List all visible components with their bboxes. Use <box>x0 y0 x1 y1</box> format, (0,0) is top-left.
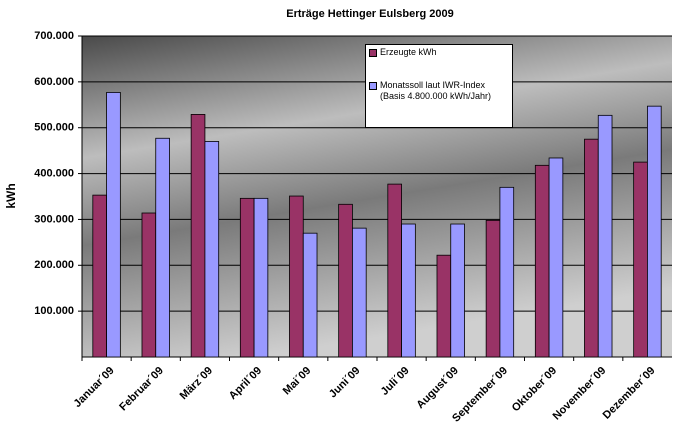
x-tick-label: Mai´09 <box>281 365 314 398</box>
bar <box>289 195 304 358</box>
y-tick-label: 200.000 <box>34 259 74 271</box>
x-tick-label: Januar´09 <box>72 365 117 410</box>
bar <box>106 92 121 358</box>
y-tick-label: 700.000 <box>34 30 74 42</box>
x-tick-label: Oktober´09 <box>510 365 560 415</box>
legend-entry: Erzeugte kWh <box>369 47 509 58</box>
bar <box>352 227 367 358</box>
y-tick-label: 300.000 <box>34 213 74 225</box>
y-tick-label: 600.000 <box>34 76 74 88</box>
legend-label: Monatssoll laut IWR-Index (Basis 4.800.0… <box>380 80 492 101</box>
bar <box>253 197 269 358</box>
x-tick-label: November´09 <box>551 365 609 423</box>
bar <box>204 141 220 358</box>
x-tick-label: März´09 <box>178 365 215 402</box>
bar <box>499 186 515 358</box>
bar <box>387 183 402 358</box>
bar <box>647 105 662 358</box>
legend-label: Erzeugte kWh <box>380 47 437 57</box>
y-tick-label: 100.000 <box>34 305 74 317</box>
legend-swatch <box>369 49 377 57</box>
y-tick-label: 500.000 <box>34 122 74 134</box>
legend: Erzeugte kWh Monatssoll laut IWR-Index (B… <box>365 44 513 128</box>
bar <box>155 137 170 358</box>
bar <box>485 219 501 358</box>
y-axis-title: kWh <box>4 183 18 208</box>
bar <box>239 197 255 358</box>
chart-title: Erträge Hettinger Eulsberg 2009 <box>286 8 454 20</box>
y-tick-label: 400.000 <box>34 167 74 179</box>
bar <box>436 254 452 358</box>
bar <box>534 164 550 358</box>
legend-swatch <box>369 82 377 90</box>
bar <box>92 194 107 358</box>
x-tick-label: Juli´09 <box>379 365 412 398</box>
x-tick-label: Juni´09 <box>327 365 363 401</box>
bar <box>584 138 599 358</box>
bar <box>597 114 613 358</box>
bar <box>338 203 353 358</box>
legend-entry: Monatssoll laut IWR-Index (Basis 4.800.0… <box>369 80 509 102</box>
bar <box>302 232 318 358</box>
x-tick-label: Dezember´09 <box>601 365 658 422</box>
x-tick-label: August´09 <box>414 365 461 412</box>
bar <box>450 223 465 358</box>
x-tick-label: Februar´09 <box>117 365 166 414</box>
bar <box>190 114 206 358</box>
bar <box>633 161 648 358</box>
bar <box>141 212 157 358</box>
bar <box>401 223 416 358</box>
x-tick-label: April´09 <box>227 365 264 402</box>
bar <box>548 157 564 358</box>
